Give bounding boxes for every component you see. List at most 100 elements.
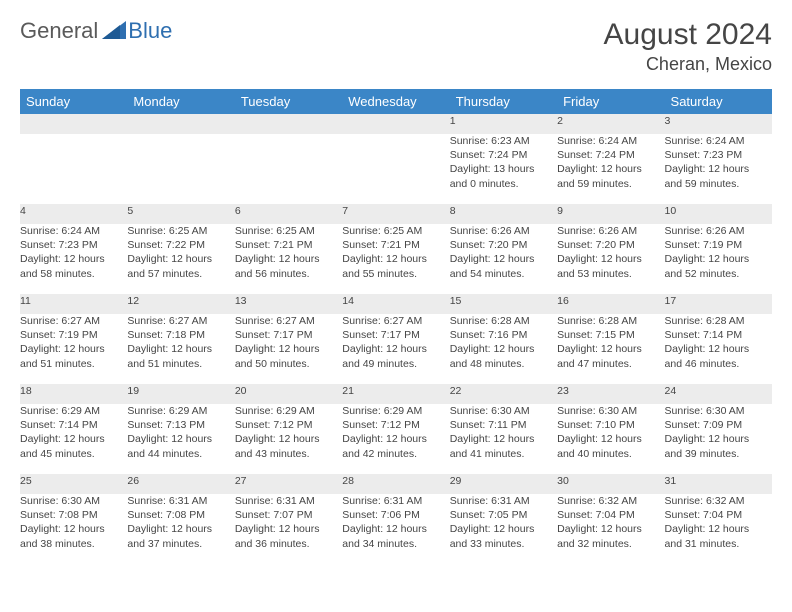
day-detail-line: Sunset: 7:23 PM [20, 238, 127, 252]
day-number: 24 [665, 384, 772, 404]
day-header: Sunday [20, 89, 127, 114]
day-detail-line: and 38 minutes. [20, 537, 127, 551]
day-detail-line: and 37 minutes. [127, 537, 234, 551]
day-number: 25 [20, 474, 127, 494]
day-detail-line: and 59 minutes. [557, 177, 664, 191]
day-detail-line: Sunrise: 6:32 AM [665, 494, 772, 508]
day-detail-line: Sunrise: 6:24 AM [20, 224, 127, 238]
brand-triangle-icon [102, 19, 126, 44]
day-details: Sunrise: 6:26 AMSunset: 7:19 PMDaylight:… [665, 224, 772, 294]
day-details: Sunrise: 6:27 AMSunset: 7:18 PMDaylight:… [127, 314, 234, 384]
day-detail-line: Sunset: 7:09 PM [665, 418, 772, 432]
daynum-row: 123 [20, 114, 772, 134]
day-detail-line: and 43 minutes. [235, 447, 342, 461]
day-detail-line: and 42 minutes. [342, 447, 449, 461]
day-detail-line: and 44 minutes. [127, 447, 234, 461]
day-number: 1 [450, 114, 557, 134]
day-detail-line: and 46 minutes. [665, 357, 772, 371]
day-detail-line: Sunset: 7:16 PM [450, 328, 557, 342]
day-detail-line: Sunrise: 6:27 AM [342, 314, 449, 328]
day-details: Sunrise: 6:31 AMSunset: 7:08 PMDaylight:… [127, 494, 234, 564]
day-detail-line: Daylight: 12 hours [127, 342, 234, 356]
day-detail-line: Sunrise: 6:29 AM [20, 404, 127, 418]
title-block: August 2024 Cheran, Mexico [604, 18, 772, 75]
day-detail-line: Sunrise: 6:24 AM [557, 134, 664, 148]
day-detail-line: Sunrise: 6:31 AM [127, 494, 234, 508]
day-number [342, 114, 449, 134]
day-detail-line: and 36 minutes. [235, 537, 342, 551]
day-details: Sunrise: 6:27 AMSunset: 7:17 PMDaylight:… [235, 314, 342, 384]
day-detail-line: and 50 minutes. [235, 357, 342, 371]
day-detail-line: Sunset: 7:10 PM [557, 418, 664, 432]
day-detail-line: Sunrise: 6:25 AM [127, 224, 234, 238]
daynum-row: 45678910 [20, 204, 772, 224]
day-number: 17 [665, 294, 772, 314]
day-detail-line: and 55 minutes. [342, 267, 449, 281]
daynum-row: 25262728293031 [20, 474, 772, 494]
day-detail-line: Sunset: 7:15 PM [557, 328, 664, 342]
day-detail-line: Sunrise: 6:31 AM [450, 494, 557, 508]
calendar-head: Sunday Monday Tuesday Wednesday Thursday… [20, 89, 772, 114]
day-details: Sunrise: 6:28 AMSunset: 7:14 PMDaylight:… [665, 314, 772, 384]
day-number: 29 [450, 474, 557, 494]
day-detail-line: Daylight: 12 hours [450, 342, 557, 356]
day-detail-line: Daylight: 12 hours [20, 432, 127, 446]
day-details: Sunrise: 6:26 AMSunset: 7:20 PMDaylight:… [557, 224, 664, 294]
day-detail-line: Daylight: 12 hours [235, 522, 342, 536]
calendar-table: Sunday Monday Tuesday Wednesday Thursday… [20, 89, 772, 564]
day-header: Tuesday [235, 89, 342, 114]
day-detail-line: and 45 minutes. [20, 447, 127, 461]
day-detail-line: Sunset: 7:06 PM [342, 508, 449, 522]
day-detail-line: Sunrise: 6:30 AM [450, 404, 557, 418]
day-detail-line: Daylight: 12 hours [557, 252, 664, 266]
day-detail-line: Daylight: 12 hours [20, 252, 127, 266]
header: General Blue August 2024 Cheran, Mexico [20, 18, 772, 75]
day-number: 8 [450, 204, 557, 224]
day-detail-line: Sunrise: 6:30 AM [20, 494, 127, 508]
day-detail-line: Sunrise: 6:28 AM [450, 314, 557, 328]
month-title: August 2024 [604, 18, 772, 52]
brand-text-blue: Blue [128, 18, 172, 44]
day-details: Sunrise: 6:25 AMSunset: 7:21 PMDaylight:… [342, 224, 449, 294]
day-details [342, 134, 449, 204]
day-number: 21 [342, 384, 449, 404]
day-detail-line: Sunset: 7:08 PM [127, 508, 234, 522]
day-detail-line: Sunset: 7:17 PM [342, 328, 449, 342]
day-details [235, 134, 342, 204]
day-detail-line: Daylight: 12 hours [235, 252, 342, 266]
day-detail-line: Daylight: 12 hours [665, 342, 772, 356]
day-detail-line: Sunset: 7:20 PM [450, 238, 557, 252]
day-detail-line: Daylight: 12 hours [665, 162, 772, 176]
day-detail-line: Sunrise: 6:31 AM [342, 494, 449, 508]
day-detail-line: Sunset: 7:12 PM [235, 418, 342, 432]
day-details: Sunrise: 6:27 AMSunset: 7:17 PMDaylight:… [342, 314, 449, 384]
day-number: 3 [665, 114, 772, 134]
day-detail-line: Daylight: 12 hours [342, 432, 449, 446]
day-number [127, 114, 234, 134]
day-number: 28 [342, 474, 449, 494]
day-detail-line: Sunrise: 6:31 AM [235, 494, 342, 508]
location-label: Cheran, Mexico [604, 54, 772, 75]
daynum-row: 18192021222324 [20, 384, 772, 404]
day-details: Sunrise: 6:31 AMSunset: 7:07 PMDaylight:… [235, 494, 342, 564]
day-detail-line: and 0 minutes. [450, 177, 557, 191]
day-detail-line: Sunset: 7:13 PM [127, 418, 234, 432]
day-detail-line: and 41 minutes. [450, 447, 557, 461]
day-detail-line: Sunset: 7:24 PM [450, 148, 557, 162]
day-detail-line: Sunset: 7:07 PM [235, 508, 342, 522]
day-detail-line: Sunset: 7:24 PM [557, 148, 664, 162]
day-detail-line: Sunrise: 6:28 AM [665, 314, 772, 328]
day-detail-line: Daylight: 12 hours [665, 432, 772, 446]
day-number: 7 [342, 204, 449, 224]
brand-text-general: General [20, 18, 98, 44]
day-detail-line: Daylight: 12 hours [450, 432, 557, 446]
day-detail-line: Sunset: 7:04 PM [665, 508, 772, 522]
day-number: 5 [127, 204, 234, 224]
day-detail-line: Daylight: 12 hours [557, 162, 664, 176]
day-number [235, 114, 342, 134]
day-detail-line: and 39 minutes. [665, 447, 772, 461]
day-details: Sunrise: 6:26 AMSunset: 7:20 PMDaylight:… [450, 224, 557, 294]
day-header: Monday [127, 89, 234, 114]
day-details: Sunrise: 6:25 AMSunset: 7:22 PMDaylight:… [127, 224, 234, 294]
day-details: Sunrise: 6:29 AMSunset: 7:12 PMDaylight:… [235, 404, 342, 474]
